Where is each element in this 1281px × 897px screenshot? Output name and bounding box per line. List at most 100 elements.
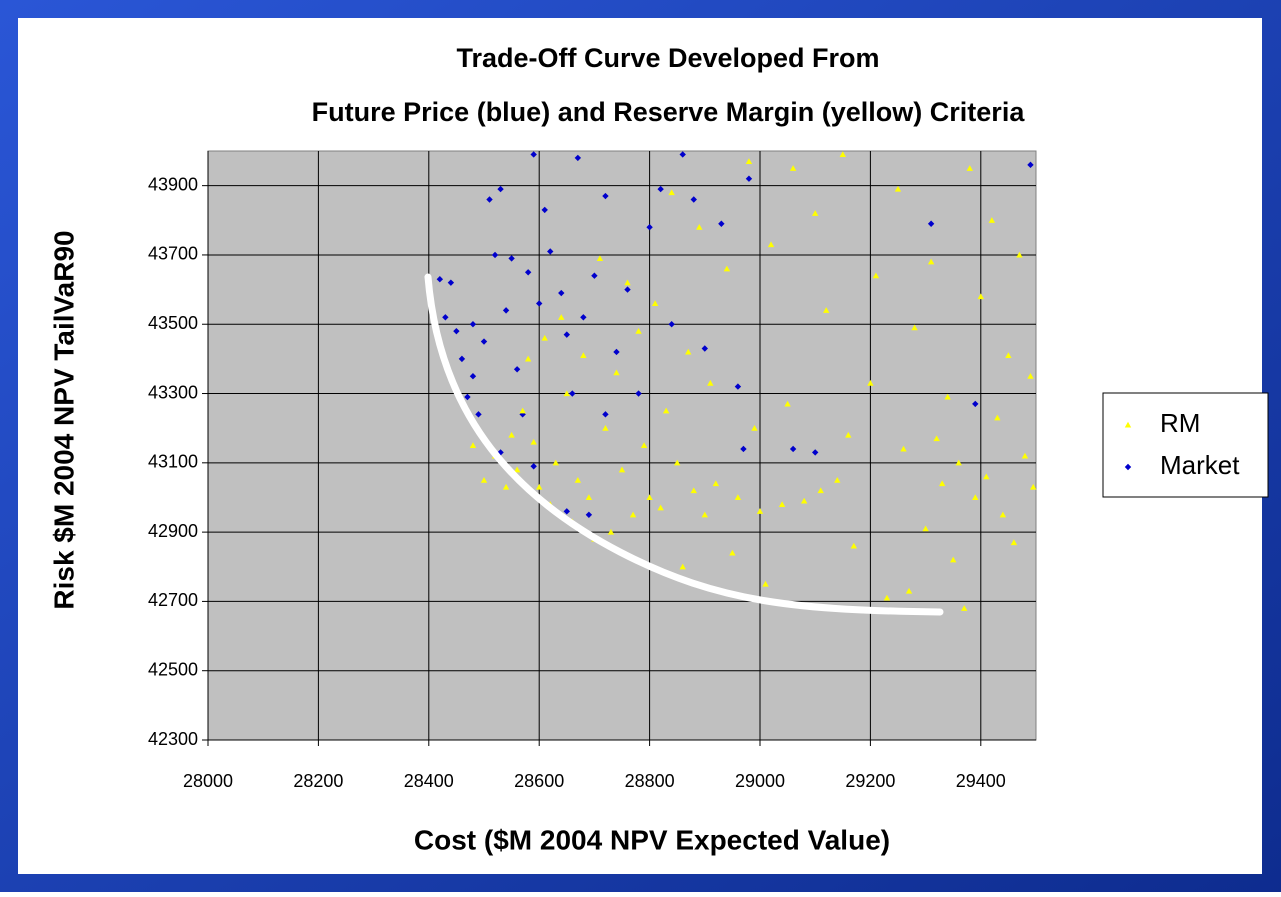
point bbox=[530, 151, 537, 158]
point bbox=[497, 185, 504, 193]
point bbox=[618, 466, 626, 473]
point bbox=[789, 165, 797, 171]
point bbox=[911, 324, 918, 331]
point bbox=[602, 411, 609, 418]
point bbox=[668, 189, 675, 196]
point bbox=[817, 487, 824, 494]
x-tick-label: 28800 bbox=[625, 771, 675, 791]
point bbox=[558, 289, 565, 297]
point bbox=[591, 272, 598, 279]
point bbox=[657, 504, 664, 511]
point bbox=[972, 494, 979, 501]
point bbox=[845, 431, 852, 438]
point bbox=[767, 241, 775, 248]
point bbox=[1005, 352, 1012, 358]
point bbox=[519, 407, 526, 414]
point bbox=[900, 445, 907, 452]
point bbox=[635, 390, 642, 397]
point bbox=[585, 511, 593, 518]
point bbox=[734, 494, 742, 501]
point bbox=[812, 210, 819, 216]
point bbox=[905, 587, 913, 594]
y-tick-label: 42500 bbox=[148, 659, 198, 679]
x-tick-label: 28600 bbox=[514, 771, 564, 791]
point bbox=[646, 494, 653, 501]
point bbox=[524, 355, 532, 362]
point bbox=[745, 158, 753, 164]
point bbox=[690, 487, 697, 494]
point bbox=[751, 424, 758, 431]
point bbox=[812, 449, 819, 456]
point bbox=[927, 258, 935, 265]
point bbox=[569, 390, 576, 397]
y-tick-label: 43500 bbox=[148, 313, 198, 333]
legend-label: Market bbox=[1160, 450, 1240, 480]
y-tick-label: 42300 bbox=[148, 729, 198, 749]
point bbox=[762, 580, 769, 587]
point bbox=[486, 196, 493, 203]
point bbox=[480, 476, 488, 483]
point bbox=[834, 476, 841, 483]
point bbox=[624, 279, 631, 286]
point bbox=[607, 528, 615, 535]
y-tick-label: 43100 bbox=[148, 452, 198, 472]
plot-area bbox=[207, 150, 1037, 741]
point bbox=[745, 175, 753, 182]
point bbox=[839, 151, 846, 158]
point bbox=[563, 331, 570, 338]
point bbox=[602, 192, 609, 200]
point bbox=[1021, 452, 1029, 459]
point bbox=[502, 307, 510, 314]
point bbox=[1010, 539, 1018, 546]
point bbox=[657, 185, 664, 193]
point bbox=[536, 483, 543, 490]
point bbox=[983, 473, 990, 480]
point bbox=[513, 366, 521, 373]
point bbox=[938, 480, 946, 487]
trade-off-curve bbox=[424, 273, 944, 616]
point bbox=[469, 442, 477, 449]
point bbox=[547, 248, 554, 255]
point bbox=[756, 508, 764, 514]
point bbox=[712, 480, 720, 487]
point bbox=[894, 185, 902, 192]
point bbox=[988, 217, 996, 223]
point bbox=[646, 224, 653, 231]
point bbox=[502, 483, 510, 490]
point bbox=[453, 327, 460, 335]
point bbox=[552, 459, 559, 466]
x-tick-label: 29000 bbox=[735, 771, 785, 791]
point bbox=[927, 220, 935, 227]
point bbox=[850, 542, 858, 549]
point bbox=[602, 424, 609, 431]
point bbox=[685, 348, 692, 355]
point bbox=[994, 414, 1001, 421]
point bbox=[662, 407, 670, 414]
x-tick-label: 29200 bbox=[845, 771, 895, 791]
point bbox=[867, 379, 874, 386]
point bbox=[961, 605, 968, 611]
point bbox=[635, 327, 642, 334]
point bbox=[679, 151, 686, 158]
point bbox=[640, 442, 648, 449]
point bbox=[613, 369, 620, 376]
point bbox=[513, 466, 521, 473]
point bbox=[541, 206, 548, 214]
chart-title: Trade-Off Curve Developed From bbox=[456, 43, 879, 73]
legend-label: RM bbox=[1160, 408, 1200, 438]
point bbox=[734, 383, 742, 390]
point bbox=[491, 251, 499, 259]
point bbox=[1016, 251, 1023, 258]
point bbox=[436, 275, 444, 283]
point bbox=[922, 525, 929, 532]
chart-subtitle: Future Price (blue) and Reserve Margin (… bbox=[312, 97, 1026, 127]
y-tick-label: 43900 bbox=[148, 174, 198, 194]
legend-entries: RM Market bbox=[1124, 408, 1240, 480]
point bbox=[469, 373, 477, 380]
legend bbox=[1102, 392, 1269, 498]
y-tick-label: 43300 bbox=[148, 382, 198, 402]
legend-marker bbox=[1124, 421, 1132, 428]
point bbox=[536, 300, 543, 307]
point bbox=[729, 549, 736, 556]
point bbox=[580, 314, 587, 321]
